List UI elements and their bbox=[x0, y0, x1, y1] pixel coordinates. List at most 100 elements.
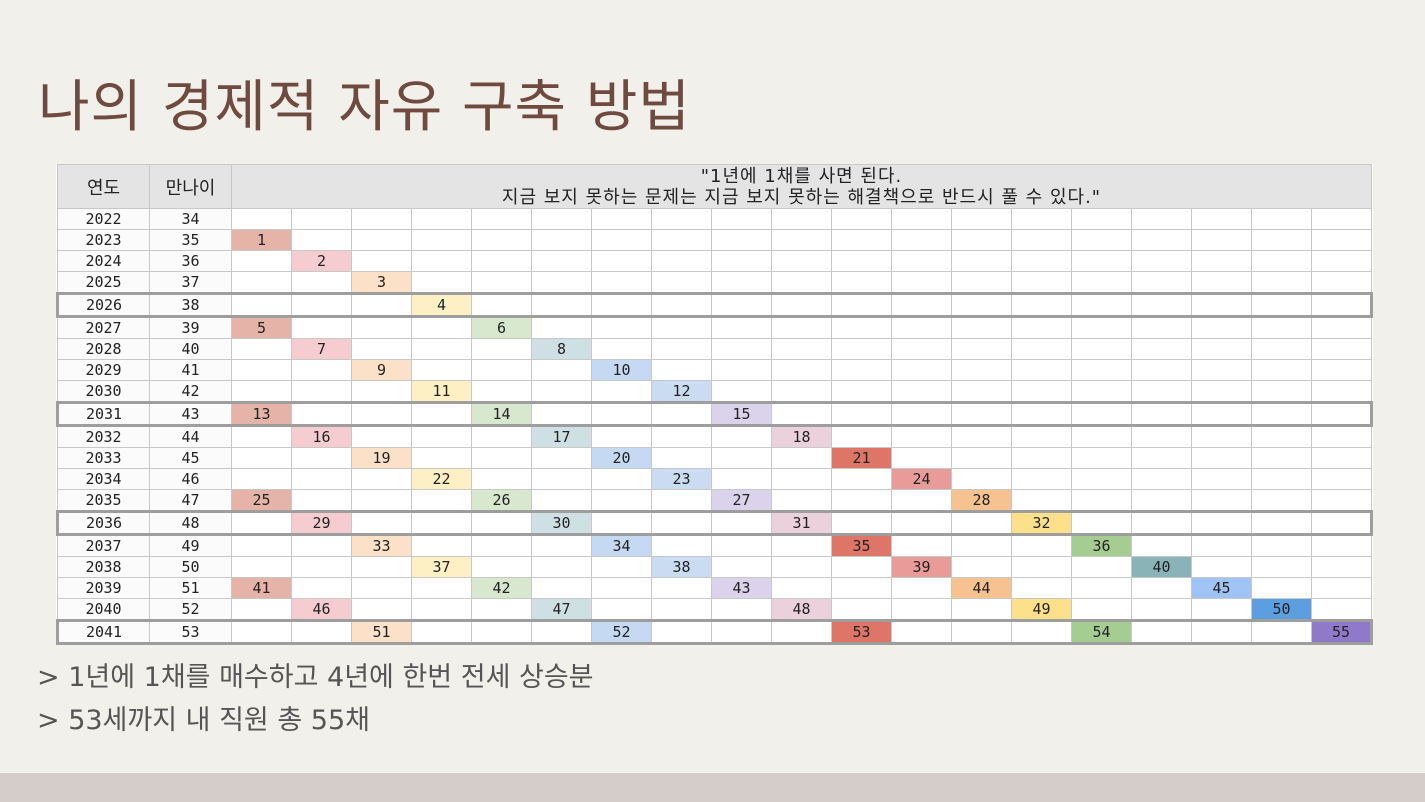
empty-cell bbox=[471, 338, 532, 360]
unit-cell: 3 bbox=[351, 271, 412, 294]
empty-cell bbox=[651, 447, 712, 469]
empty-cell bbox=[531, 401, 592, 427]
unit-cell: 7 bbox=[291, 338, 352, 360]
unit-cell: 18 bbox=[771, 425, 832, 448]
unit-cell: 1 bbox=[231, 229, 292, 251]
unit-cell: 54 bbox=[1071, 619, 1132, 645]
empty-cell bbox=[1071, 425, 1132, 448]
empty-cell bbox=[951, 510, 1012, 536]
empty-cell bbox=[1011, 338, 1072, 360]
empty-cell bbox=[1071, 598, 1132, 621]
table-row: 2027 39 5 6 bbox=[57, 316, 1372, 339]
empty-cell bbox=[471, 359, 532, 381]
empty-cell bbox=[1311, 229, 1372, 251]
empty-cell bbox=[951, 338, 1012, 360]
unit-cell: 38 bbox=[651, 556, 712, 578]
empty-cell bbox=[351, 577, 412, 599]
unit-cell: 49 bbox=[1011, 598, 1072, 621]
empty-cell bbox=[411, 250, 472, 272]
empty-cell bbox=[351, 489, 412, 512]
empty-cell bbox=[291, 401, 352, 427]
empty-cell bbox=[411, 425, 472, 448]
unit-cell: 39 bbox=[891, 556, 952, 578]
year-cell: 2026 bbox=[56, 292, 150, 318]
empty-cell bbox=[831, 208, 892, 230]
empty-cell bbox=[531, 534, 592, 557]
empty-cell bbox=[1011, 619, 1072, 645]
empty-cell bbox=[711, 292, 772, 318]
empty-cell bbox=[1131, 489, 1192, 512]
empty-cell bbox=[231, 447, 292, 469]
unit-cell: 37 bbox=[411, 556, 472, 578]
empty-cell bbox=[1131, 316, 1192, 339]
unit-cell: 11 bbox=[411, 380, 472, 403]
empty-cell bbox=[1011, 359, 1072, 381]
empty-cell bbox=[1011, 401, 1072, 427]
empty-cell bbox=[1251, 292, 1312, 318]
unit-cell: 51 bbox=[351, 619, 412, 645]
table-row: 2032 44 16 17 18 bbox=[57, 425, 1372, 448]
table-body: 2022 34 2023 35 1 2024 36 2 2025 37 3 2026 38 4 2027 39… bbox=[56, 208, 1373, 645]
empty-cell bbox=[891, 619, 952, 645]
empty-cell bbox=[1191, 489, 1252, 512]
age-cell: 44 bbox=[149, 425, 232, 448]
empty-cell bbox=[291, 380, 352, 403]
empty-cell bbox=[1131, 338, 1192, 360]
empty-cell bbox=[1131, 271, 1192, 294]
unit-cell: 42 bbox=[471, 577, 532, 599]
empty-cell bbox=[1011, 534, 1072, 557]
empty-cell bbox=[291, 316, 352, 339]
empty-cell bbox=[231, 359, 292, 381]
footer-bar bbox=[0, 773, 1425, 802]
empty-cell bbox=[1251, 338, 1312, 360]
year-cell: 2037 bbox=[57, 534, 150, 557]
empty-cell bbox=[1311, 359, 1372, 381]
empty-cell bbox=[231, 598, 292, 621]
empty-cell bbox=[1131, 534, 1192, 557]
empty-cell bbox=[1251, 447, 1312, 469]
empty-cell bbox=[411, 316, 472, 339]
empty-cell bbox=[891, 401, 952, 427]
empty-cell bbox=[471, 468, 532, 490]
year-cell: 2031 bbox=[56, 401, 150, 427]
empty-cell bbox=[1191, 316, 1252, 339]
empty-cell bbox=[711, 229, 772, 251]
empty-cell bbox=[951, 250, 1012, 272]
age-cell: 40 bbox=[149, 338, 232, 360]
empty-cell bbox=[831, 510, 892, 536]
unit-cell: 16 bbox=[291, 425, 352, 448]
empty-cell bbox=[1191, 510, 1252, 536]
table-row: 2022 34 bbox=[57, 208, 1372, 230]
year-cell: 2028 bbox=[57, 338, 150, 360]
empty-cell bbox=[711, 271, 772, 294]
empty-cell bbox=[1311, 534, 1372, 557]
unit-cell: 15 bbox=[711, 401, 772, 427]
empty-cell bbox=[771, 250, 832, 272]
year-cell: 2027 bbox=[57, 316, 150, 339]
table-row: 2037 49 33 34 35 36 bbox=[57, 534, 1372, 557]
unit-cell: 22 bbox=[411, 468, 472, 490]
empty-cell bbox=[771, 316, 832, 339]
empty-cell bbox=[651, 425, 712, 448]
empty-cell bbox=[951, 619, 1012, 645]
empty-cell bbox=[1251, 229, 1312, 251]
empty-cell bbox=[651, 401, 712, 427]
empty-cell bbox=[471, 271, 532, 294]
empty-cell bbox=[291, 468, 352, 490]
unit-cell: 27 bbox=[711, 489, 772, 512]
quote-line-1: "1년에 1채를 사면 된다. bbox=[700, 165, 903, 187]
empty-cell bbox=[891, 598, 952, 621]
empty-cell bbox=[1131, 619, 1192, 645]
age-cell: 48 bbox=[149, 510, 232, 536]
empty-cell bbox=[591, 510, 652, 536]
empty-cell bbox=[1251, 577, 1312, 599]
empty-cell bbox=[411, 534, 472, 557]
empty-cell bbox=[771, 534, 832, 557]
empty-cell bbox=[531, 316, 592, 339]
empty-cell bbox=[1311, 208, 1372, 230]
empty-cell bbox=[651, 359, 712, 381]
empty-cell bbox=[1311, 250, 1372, 272]
empty-cell bbox=[591, 250, 652, 272]
empty-cell bbox=[231, 292, 292, 318]
empty-cell bbox=[651, 510, 712, 536]
